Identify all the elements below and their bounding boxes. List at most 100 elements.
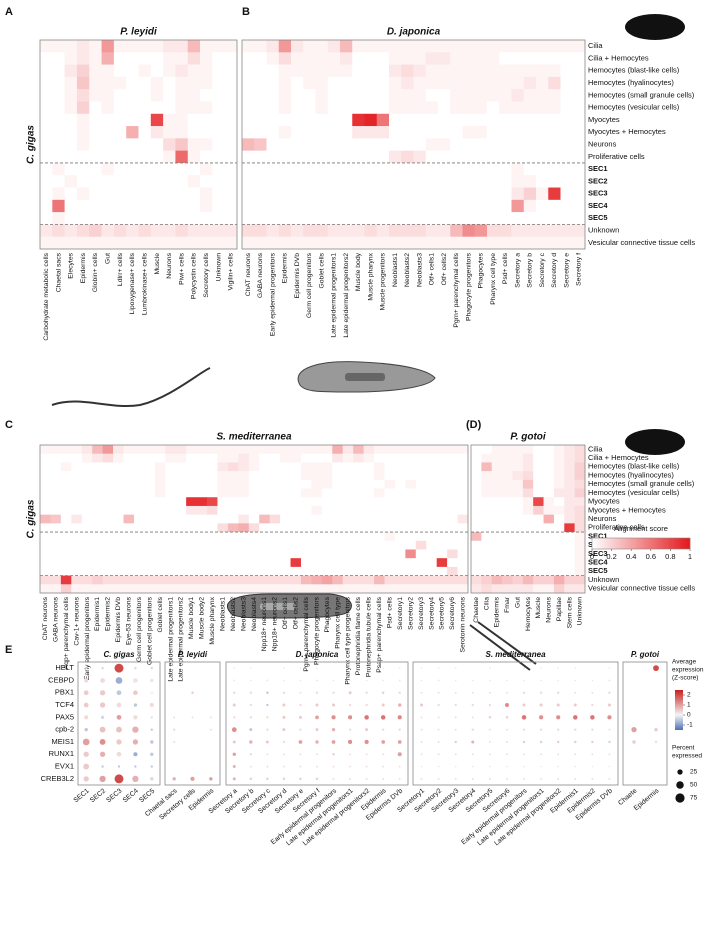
heat-cell bbox=[92, 462, 103, 471]
heat-cell bbox=[249, 462, 260, 471]
heat-cell bbox=[279, 89, 292, 102]
heat-cell bbox=[395, 471, 406, 480]
heat-cell bbox=[113, 532, 124, 541]
heat-cell bbox=[126, 237, 139, 250]
dot bbox=[575, 680, 577, 682]
heat-cell bbox=[175, 175, 188, 188]
group-title: P. gotoi bbox=[631, 650, 660, 659]
heat-cell bbox=[188, 101, 201, 114]
column-label: ChAT neurons bbox=[42, 596, 49, 640]
heat-cell bbox=[512, 126, 525, 139]
heat-cell bbox=[155, 462, 166, 471]
heat-cell bbox=[40, 175, 53, 188]
colorbar-title: Alignment score bbox=[614, 524, 668, 533]
dot bbox=[399, 667, 401, 669]
heat-cell bbox=[573, 126, 586, 139]
heat-cell bbox=[492, 584, 503, 593]
heat-cell bbox=[416, 541, 427, 550]
heat-cell bbox=[165, 471, 176, 480]
column-label: Secretory f bbox=[576, 253, 583, 286]
heat-cell bbox=[401, 151, 414, 164]
heat-cell bbox=[414, 101, 427, 114]
heat-cell bbox=[303, 151, 316, 164]
column-label: Late epidermal progenitors2 bbox=[178, 597, 185, 682]
heat-cell bbox=[365, 89, 378, 102]
heat-cell bbox=[124, 584, 135, 593]
heat-cell bbox=[280, 471, 291, 480]
column-label: Npp18+ neurons1 bbox=[261, 597, 268, 651]
heat-cell bbox=[102, 52, 115, 65]
heat-cell bbox=[322, 497, 333, 506]
heat-cell bbox=[197, 515, 208, 524]
heat-cell bbox=[353, 558, 364, 567]
dot bbox=[489, 778, 491, 780]
heat-cell bbox=[471, 584, 482, 593]
heat-cell bbox=[487, 40, 500, 53]
heat-cell bbox=[384, 497, 395, 506]
heat-cell bbox=[384, 506, 395, 515]
heat-cell bbox=[50, 445, 61, 454]
heat-cell bbox=[77, 40, 90, 53]
heat-cell bbox=[353, 549, 364, 558]
heat-cell bbox=[126, 77, 139, 90]
heat-cell bbox=[50, 489, 61, 498]
heat-cell bbox=[463, 138, 476, 151]
heat-cell bbox=[186, 567, 197, 576]
heat-cell bbox=[524, 175, 537, 188]
heat-cell bbox=[352, 212, 365, 225]
heat-cell bbox=[144, 480, 155, 489]
heat-cell bbox=[352, 114, 365, 127]
dot bbox=[283, 753, 285, 755]
dot bbox=[84, 703, 89, 708]
column-label: Muscle pharynx bbox=[367, 252, 374, 300]
heat-cell bbox=[303, 212, 316, 225]
heat-cell bbox=[303, 114, 316, 127]
dotplot-frame bbox=[623, 662, 667, 785]
heat-cell bbox=[450, 114, 463, 127]
heat-cell bbox=[291, 101, 304, 114]
heat-cell bbox=[40, 200, 53, 213]
size-key bbox=[675, 793, 684, 802]
heat-cell bbox=[188, 40, 201, 53]
heat-cell bbox=[332, 480, 343, 489]
dot bbox=[591, 753, 593, 755]
heat-cell bbox=[458, 497, 469, 506]
dot bbox=[101, 765, 103, 767]
heat-cell bbox=[82, 584, 93, 593]
heat-cell bbox=[139, 237, 152, 250]
heat-cell bbox=[512, 489, 523, 498]
size-key-label: 50 bbox=[690, 782, 698, 789]
z-colorbar bbox=[675, 690, 683, 730]
heat-cell bbox=[328, 138, 341, 151]
heat-cell bbox=[280, 584, 291, 593]
heat-cell bbox=[384, 532, 395, 541]
column-label: Late epidermal progenitors2 bbox=[343, 253, 350, 338]
column-label: Early epidermal progenitors bbox=[84, 596, 91, 680]
dot bbox=[557, 778, 559, 780]
heat-cell bbox=[114, 101, 127, 114]
heat-cell bbox=[126, 138, 139, 151]
heat-cell bbox=[197, 462, 208, 471]
dot bbox=[250, 667, 252, 669]
heat-cell bbox=[352, 126, 365, 139]
heat-cell bbox=[343, 506, 354, 515]
heat-cell bbox=[353, 532, 364, 541]
heat-cell bbox=[217, 558, 228, 567]
heat-cell bbox=[544, 506, 555, 515]
heat-cell bbox=[92, 506, 103, 515]
dot bbox=[557, 704, 560, 707]
heat-cell bbox=[254, 126, 267, 139]
pct-legend-title: Percent bbox=[672, 745, 695, 752]
heat-cell bbox=[155, 558, 166, 567]
heat-cell bbox=[311, 445, 322, 454]
heat-cell bbox=[165, 480, 176, 489]
heat-cell bbox=[564, 532, 575, 541]
heat-cell bbox=[492, 489, 503, 498]
heat-cell bbox=[291, 151, 304, 164]
heat-cell bbox=[301, 584, 312, 593]
heat-cell bbox=[450, 188, 463, 201]
heat-cell bbox=[575, 454, 586, 463]
heat-cell bbox=[364, 480, 375, 489]
heat-cell bbox=[447, 549, 458, 558]
heat-cell bbox=[280, 549, 291, 558]
